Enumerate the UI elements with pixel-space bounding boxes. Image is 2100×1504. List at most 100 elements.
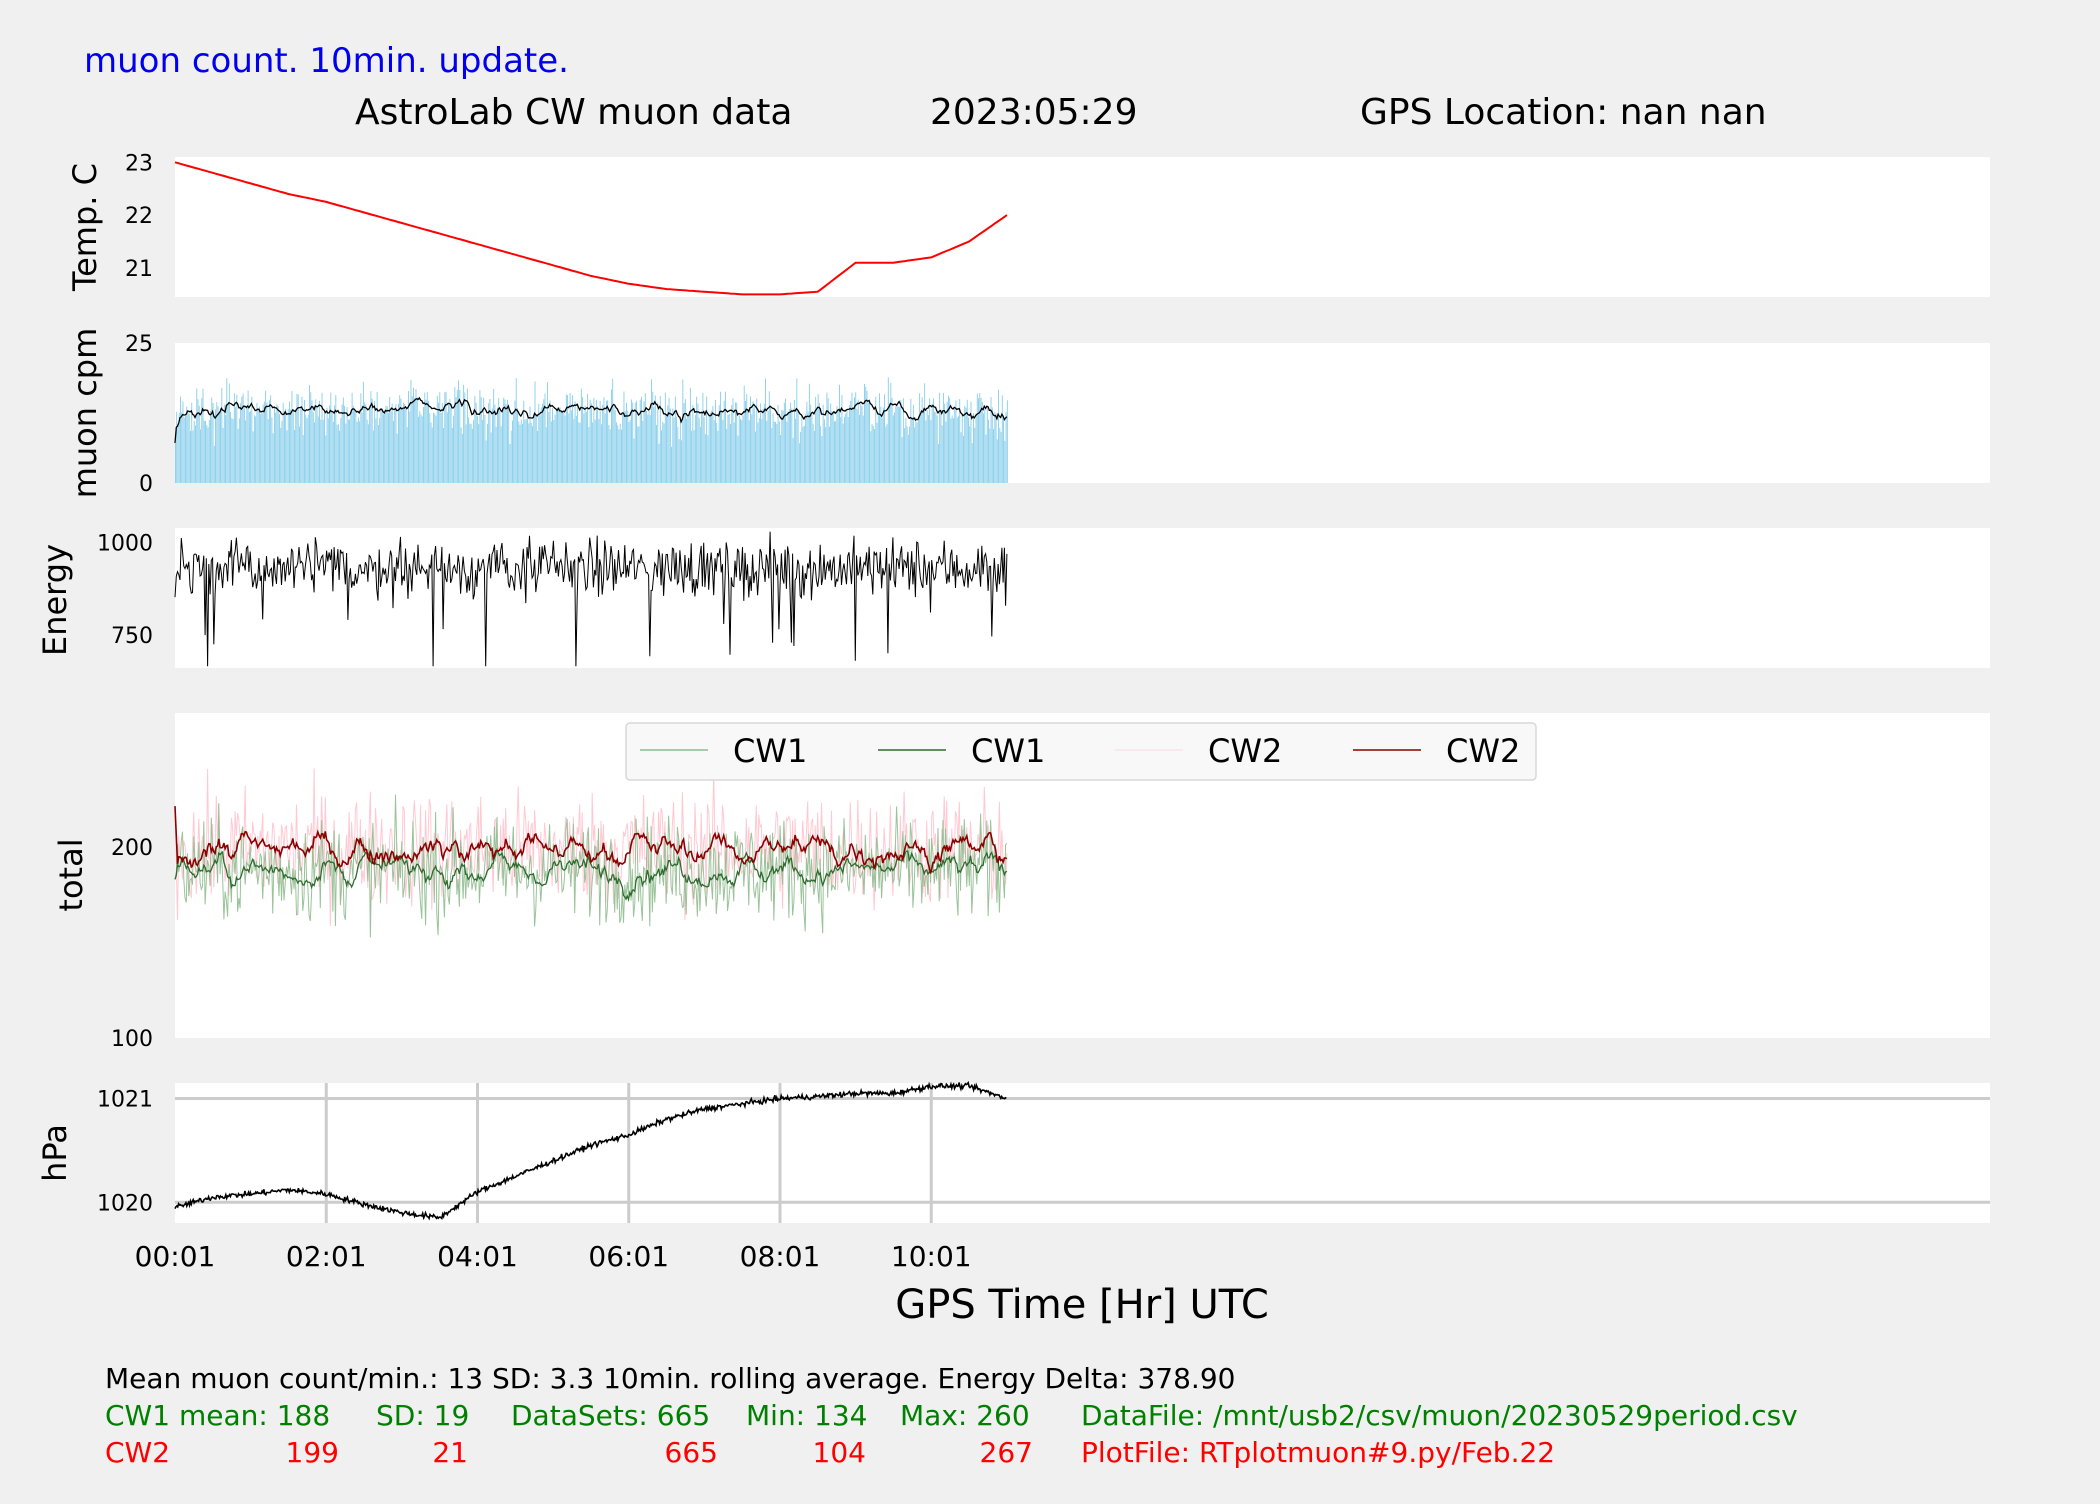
muon-bar bbox=[803, 425, 805, 483]
muon-bar bbox=[299, 426, 300, 483]
muon-bar bbox=[361, 412, 363, 483]
muon-bar bbox=[512, 420, 513, 483]
muon-bar bbox=[847, 416, 849, 483]
x-tick-label: 04:01 bbox=[437, 1240, 518, 1273]
muon-bar bbox=[245, 420, 247, 483]
muon-bar bbox=[217, 406, 219, 483]
muon-bar bbox=[902, 398, 904, 483]
muon-bar bbox=[783, 402, 785, 483]
muon-bar bbox=[837, 409, 839, 483]
legend-label: CW2 bbox=[1208, 732, 1282, 770]
muon-bar bbox=[181, 412, 183, 483]
muon-bar bbox=[289, 401, 290, 483]
muon-bar bbox=[496, 407, 498, 483]
muon-bar bbox=[669, 408, 671, 483]
muon-bar bbox=[392, 420, 394, 483]
muon-bar bbox=[1005, 412, 1007, 483]
muon-bar bbox=[185, 414, 186, 483]
muon-bar bbox=[800, 431, 802, 483]
muon-bar bbox=[485, 440, 487, 483]
muon-bar bbox=[409, 411, 411, 483]
muon-bar bbox=[420, 414, 422, 483]
muon-bar bbox=[535, 415, 537, 483]
muon-bar bbox=[533, 414, 535, 483]
muon-bar bbox=[674, 396, 676, 483]
muon-bar bbox=[880, 406, 882, 483]
cw2-rolling-line bbox=[174, 806, 1008, 874]
muon-bar bbox=[867, 402, 869, 483]
muon-bar bbox=[227, 403, 229, 483]
muon-bar bbox=[736, 402, 738, 483]
muon-bar bbox=[894, 412, 896, 483]
muon-bar bbox=[177, 423, 179, 483]
muon-bar bbox=[294, 430, 295, 483]
muon-bar bbox=[268, 400, 270, 483]
muon-bar bbox=[554, 414, 556, 483]
muon-bar bbox=[653, 407, 655, 483]
muon-bar bbox=[322, 419, 324, 483]
muon-bar bbox=[585, 412, 587, 483]
muon-bar bbox=[568, 413, 570, 483]
muon-bar bbox=[530, 422, 532, 483]
muon-bar bbox=[905, 417, 907, 483]
muon-bar bbox=[677, 426, 679, 483]
muon-bar bbox=[545, 427, 547, 483]
muon-bar bbox=[773, 421, 775, 483]
muon-bar bbox=[445, 391, 447, 483]
muon-bar bbox=[832, 412, 834, 483]
muon-bar bbox=[377, 424, 379, 483]
muon-bar bbox=[408, 391, 409, 483]
muon-bar bbox=[433, 412, 434, 483]
muon-bar bbox=[543, 399, 545, 483]
muon-bar bbox=[577, 405, 579, 483]
muon-bar bbox=[362, 381, 364, 483]
muon-bar bbox=[648, 409, 650, 483]
muon-bar bbox=[281, 420, 283, 483]
muon-bar bbox=[689, 387, 691, 483]
muon-bar bbox=[639, 399, 641, 483]
muon-bar bbox=[929, 398, 931, 483]
muon-bar bbox=[771, 428, 773, 483]
muon-bar bbox=[731, 405, 733, 483]
muon-bar bbox=[192, 430, 194, 483]
muon-bar bbox=[989, 428, 991, 483]
muon-bar bbox=[955, 400, 957, 483]
muon-bar bbox=[265, 390, 267, 483]
muon-bar bbox=[567, 395, 569, 483]
muon-bar bbox=[915, 417, 917, 483]
muon-bar bbox=[403, 402, 404, 483]
muon-bar bbox=[746, 394, 748, 483]
muon-bar bbox=[211, 397, 213, 483]
muon-bar bbox=[394, 410, 396, 483]
muon-bar bbox=[711, 410, 713, 483]
muon-bar bbox=[336, 424, 338, 483]
muon-bar bbox=[641, 396, 642, 483]
muon-bar bbox=[528, 423, 530, 483]
muon-bar bbox=[503, 397, 505, 483]
muon-bar bbox=[920, 410, 922, 483]
muon-bar bbox=[678, 439, 680, 483]
x-tick-label: 02:01 bbox=[286, 1240, 367, 1273]
muon-bar bbox=[707, 435, 709, 483]
muon-bar bbox=[473, 420, 475, 483]
muon-bar bbox=[572, 395, 574, 483]
muon-bar bbox=[238, 418, 240, 483]
muon-bar bbox=[961, 413, 963, 483]
muon-bar bbox=[813, 430, 815, 483]
muon-bar bbox=[594, 419, 596, 483]
muon-bar bbox=[248, 412, 250, 483]
muon-bar bbox=[960, 432, 962, 483]
muon-bar bbox=[335, 394, 337, 483]
muon-bar bbox=[453, 415, 455, 483]
muon-bar bbox=[874, 429, 875, 483]
muon-bar bbox=[201, 398, 203, 483]
muon-bar bbox=[727, 414, 729, 483]
muon-bar bbox=[682, 379, 684, 483]
muon-bar bbox=[990, 397, 992, 483]
muon-bar bbox=[498, 398, 500, 483]
muon-bar bbox=[950, 418, 952, 483]
total-tick-label: 200 bbox=[111, 836, 153, 861]
muon-bar bbox=[662, 421, 664, 483]
muon-bar bbox=[311, 400, 313, 483]
muon-bar bbox=[776, 423, 778, 483]
